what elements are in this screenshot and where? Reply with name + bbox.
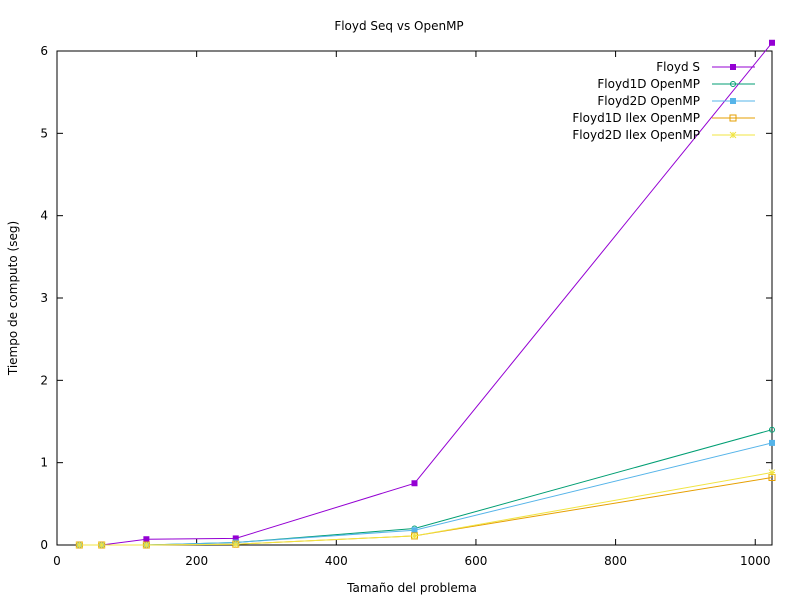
data-point	[232, 535, 239, 542]
x-tick-label: 600	[464, 554, 487, 568]
data-point	[143, 541, 150, 549]
y-tick-label: 0	[40, 538, 48, 552]
series-line	[79, 477, 773, 546]
series-line	[79, 472, 773, 546]
data-point	[232, 540, 240, 548]
legend-entry: Floyd1D OpenMP	[597, 77, 755, 91]
data-point	[769, 439, 775, 446]
legend-entry: Floyd S	[656, 60, 755, 74]
data-point	[98, 541, 106, 549]
legend-marker	[730, 64, 736, 70]
legend-entry: Floyd2D OpenMP	[597, 94, 755, 108]
y-tick-label: 1	[40, 456, 48, 470]
data-point	[769, 39, 775, 46]
x-tick-label: 800	[604, 554, 627, 568]
data-point	[769, 426, 775, 433]
data-point	[411, 532, 418, 540]
y-axis-label: Tiempo de computo (seg)	[6, 221, 20, 376]
y-tick-label: 5	[40, 126, 48, 140]
legend-label: Floyd2D Ilex OpenMP	[572, 128, 700, 142]
x-tick-label: 200	[185, 554, 208, 568]
chart-title: Floyd Seq vs OpenMP	[334, 19, 463, 33]
data-point	[411, 480, 418, 487]
legend: Floyd S Floyd1D OpenMP Floyd2D OpenMP Floyd…	[572, 60, 755, 142]
y-tick-label: 4	[40, 209, 48, 223]
legend-label: Floyd2D OpenMP	[597, 94, 700, 108]
series-2	[76, 426, 775, 548]
x-tick-label: 1000	[740, 554, 771, 568]
data-point	[411, 527, 418, 534]
legend-label: Floyd1D OpenMP	[597, 77, 700, 91]
data-point	[143, 536, 150, 543]
y-tick-label: 3	[40, 291, 48, 305]
y-tick-label: 2	[40, 373, 48, 387]
plot-frame	[56, 50, 773, 546]
x-tick-label: 400	[325, 554, 348, 568]
data-point	[75, 541, 83, 549]
legend-marker	[730, 81, 736, 87]
axis-ticks: 0 200 400 600 800 1000 0 1 2 3 4 5 6	[40, 44, 772, 568]
legend-label: Floyd1D Ilex OpenMP	[572, 111, 700, 125]
legend-entry: Floyd1D Ilex OpenMP	[572, 111, 755, 125]
legend-label: Floyd S	[656, 60, 700, 74]
legend-marker	[729, 131, 737, 139]
y-tick-label: 6	[40, 44, 48, 58]
plot-series	[75, 39, 776, 549]
data-point	[768, 469, 776, 476]
x-tick-label: 0	[53, 554, 61, 568]
legend-marker	[729, 114, 737, 122]
series-5	[75, 469, 776, 549]
x-axis-label: Tamaño del problema	[346, 581, 477, 595]
legend-marker	[730, 98, 736, 104]
legend-entry: Floyd2D Ilex OpenMP	[572, 128, 755, 142]
series-4	[75, 473, 776, 549]
